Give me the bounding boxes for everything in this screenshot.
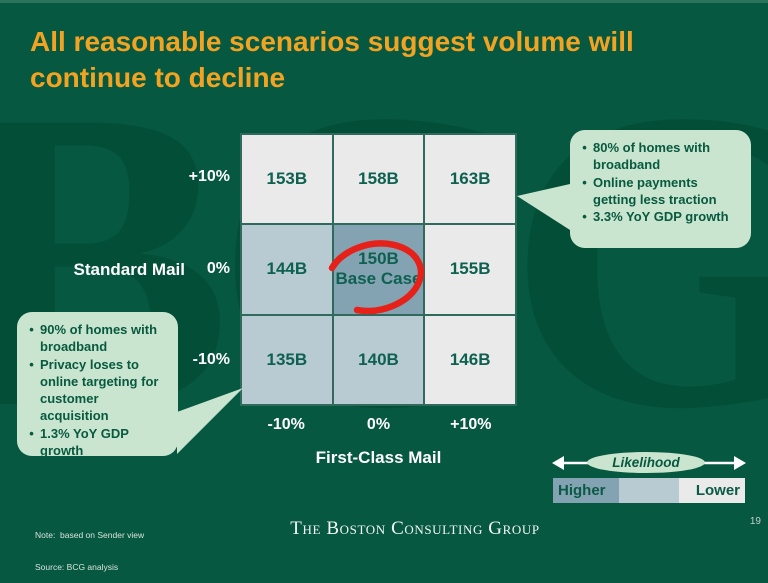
callout-left: • 90% of homes with broadband • Privacy … <box>17 312 178 458</box>
callout-bullet-item: • 80% of homes with broadband <box>576 139 742 174</box>
scenario-matrix: 153B 158B 163B 144B 150B Base Case 155B … <box>240 133 517 406</box>
x-axis-tick-0: 0% <box>366 416 391 433</box>
callout-bullet-item: • Online payments getting less traction <box>576 174 742 209</box>
matrix-cell-r2c3: 155B <box>425 225 515 314</box>
x-axis-tick-minus10: -10% <box>267 416 305 433</box>
y-axis-tick-0: 0% <box>206 260 230 277</box>
bullet-icon: • <box>582 209 587 225</box>
x-axis-ticks: -10% 0% +10% <box>240 416 517 434</box>
likelihood-label: Likelihood <box>612 455 680 470</box>
callout-left-tail <box>177 388 243 454</box>
likelihood-label-ellipse: Likelihood <box>587 452 705 473</box>
callout-bullet-item: • 90% of homes with broadband <box>23 321 169 356</box>
legend-higher-segment: Higher <box>553 478 619 503</box>
base-case-circle-annotation <box>328 240 425 315</box>
bullet-icon: • <box>29 425 34 441</box>
footer-note: Note: based on Sender view <box>35 530 145 540</box>
bullet-icon: • <box>582 174 587 190</box>
likelihood-scale-bar: Higher Lower <box>553 478 746 503</box>
bullet-icon: • <box>29 322 34 337</box>
x-axis-title: First-Class Mail <box>315 448 442 467</box>
slide-title-line1: All reasonable scenarios suggest volume … <box>30 26 634 57</box>
callout-bullet-item: • 3.3% YoY GDP growth <box>576 208 742 225</box>
callout-bullet-item: • Privacy loses to online targeting for … <box>23 356 169 425</box>
slide-title: All reasonable scenarios suggest volume … <box>30 24 740 96</box>
matrix-cell-r1c1: 153B <box>242 135 332 224</box>
matrix-cell-r3c3: 146B <box>425 315 515 404</box>
callout-bullet-item: • 1.3% YoY GDP growth <box>23 425 169 460</box>
slide-title-line2: continue to decline <box>30 62 286 93</box>
matrix-cell-r2c1: 144B <box>242 225 332 314</box>
y-axis-title: Standard Mail <box>73 260 185 279</box>
top-edge-strip <box>0 0 768 3</box>
legend-lower-segment: Lower <box>679 478 746 503</box>
y-axis-tick-plus10: +10% <box>188 168 230 185</box>
callout-right: • 80% of homes with broadband • Online p… <box>570 130 751 248</box>
matrix-cell-r3c1: 135B <box>242 315 332 404</box>
footer-brand: The Boston Consulting Group <box>290 518 540 539</box>
matrix-cell-r3c2: 140B <box>333 315 424 404</box>
y-axis-tick-minus10: -10% <box>192 351 230 368</box>
bullet-icon: • <box>582 140 587 155</box>
footer-source: Source: BCG analysis <box>35 561 119 572</box>
legend-middle-segment <box>618 478 680 503</box>
page-number: 19 <box>749 516 761 527</box>
matrix-cell-r1c2: 158B <box>333 135 424 224</box>
x-axis-tick-plus10: +10% <box>450 416 492 433</box>
bullet-icon: • <box>29 356 34 372</box>
callout-right-tail <box>517 184 570 230</box>
matrix-cell-r1c3: 163B <box>425 135 515 224</box>
